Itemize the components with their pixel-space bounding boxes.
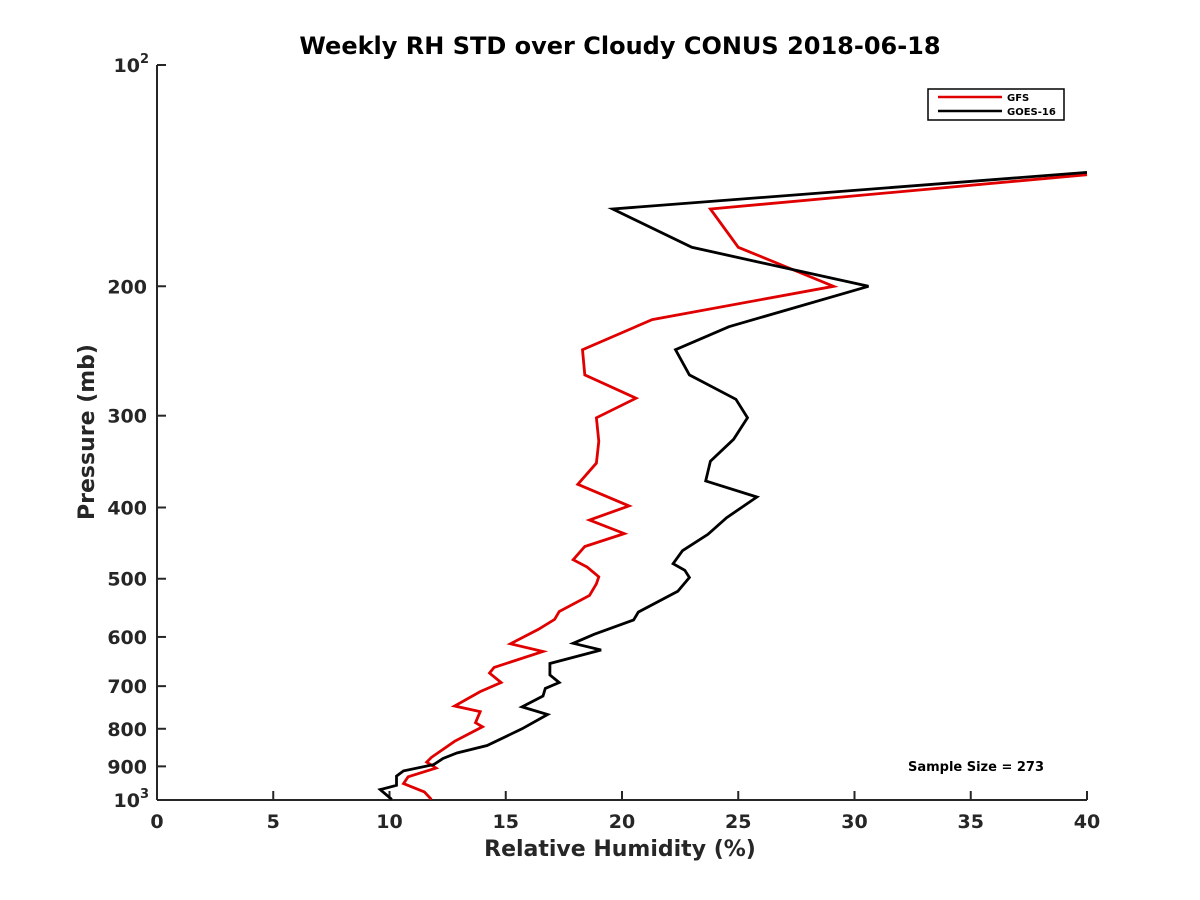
y-tick-label: 400 [107, 498, 147, 520]
y-ticks: 102 200 300 400 500 600 700 800 900 103 [107, 52, 166, 812]
legend: GFS GOES-16 [927, 88, 1065, 121]
y-tick-label: 200 [107, 276, 147, 298]
y-tick-label: 600 [107, 627, 147, 649]
x-tick-label: 5 [267, 811, 280, 833]
x-tick-label: 40 [1074, 811, 1100, 833]
y-tick-label: 800 [107, 719, 147, 741]
y-tick-label: 103 [114, 787, 150, 812]
x-tick-label: 0 [150, 811, 163, 833]
y-tick-label: 900 [107, 756, 147, 778]
x-tick-label: 25 [725, 811, 751, 833]
x-tick-label: 15 [493, 811, 519, 833]
x-ticks: 0 5 10 15 20 25 30 35 40 [150, 791, 1100, 833]
y-tick-label: 102 [114, 52, 150, 77]
chart-title: Weekly RH STD over Cloudy CONUS 2018-06-… [299, 32, 940, 60]
x-axis-label: Relative Humidity (%) [484, 837, 756, 862]
legend-label-goes16: GOES-16 [1007, 107, 1056, 118]
x-tick-label: 30 [841, 811, 867, 833]
y-tick-label: 500 [107, 569, 147, 591]
legend-box [927, 88, 1065, 121]
legend-label-gfs: GFS [1007, 93, 1029, 104]
x-tick-label: 10 [376, 811, 402, 833]
x-tick-label: 20 [609, 811, 635, 833]
sample-size-annotation: Sample Size = 273 [908, 760, 1044, 775]
series-lines [377, 171, 1088, 801]
y-axis-label: Pressure (mb) [75, 344, 100, 520]
y-tick-label: 700 [107, 676, 147, 698]
series-line-goes16 [377, 171, 1088, 801]
series-line-gfs [401, 173, 1088, 801]
y-tick-label: 300 [107, 406, 147, 428]
x-tick-label: 35 [958, 811, 984, 833]
